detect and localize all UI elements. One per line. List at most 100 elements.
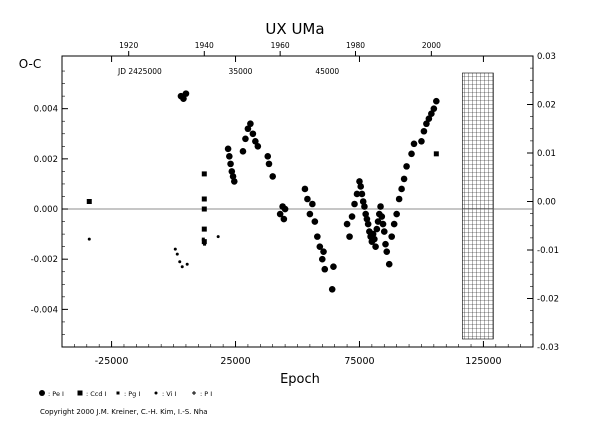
year-tick-label: 2000	[422, 41, 441, 50]
data-point	[418, 137, 425, 145]
data-point	[244, 125, 252, 133]
data-point	[380, 228, 388, 235]
y-tick-label-left: -0.004	[31, 305, 58, 315]
data-point	[328, 286, 336, 293]
data-point	[269, 173, 277, 180]
data-point	[428, 110, 435, 117]
data-point	[201, 239, 207, 245]
data-point	[430, 105, 438, 112]
jd-tick-label: 35000	[229, 67, 253, 76]
data-point	[400, 175, 408, 183]
y-tick-label-right: -0.01	[537, 246, 559, 256]
data-point	[346, 233, 353, 240]
data-point	[229, 173, 237, 180]
x-tick-label: -25000	[95, 356, 129, 367]
data-point	[403, 163, 410, 170]
legend-marker	[77, 390, 83, 396]
data-point	[216, 235, 220, 239]
data-point	[353, 190, 361, 198]
data-point	[359, 198, 367, 205]
data-point	[408, 150, 415, 158]
data-point	[420, 127, 428, 135]
data-point	[201, 196, 207, 202]
year-tick-label: 1940	[195, 41, 214, 50]
data-point	[180, 95, 187, 102]
data-point	[398, 185, 405, 193]
data-point	[364, 220, 372, 228]
data-point	[358, 190, 366, 198]
y-tick-label-left: -0.002	[31, 255, 58, 265]
x-axis-label: Epoch	[280, 372, 320, 387]
chart-title: UX UMa	[265, 20, 324, 38]
data-point	[265, 160, 273, 168]
data-point	[301, 185, 309, 193]
data-point	[180, 265, 184, 269]
data-point	[264, 153, 272, 160]
data-point	[185, 262, 189, 266]
data-point	[249, 130, 257, 138]
data-point	[388, 233, 396, 240]
data-point	[182, 90, 190, 97]
x-tick-label: 25000	[220, 356, 250, 367]
data-point	[330, 263, 337, 271]
data-point	[351, 200, 358, 208]
data-point	[304, 195, 311, 203]
year-tick-label: 1980	[346, 41, 365, 50]
data-point	[361, 203, 368, 210]
legend-label: : Pg I	[124, 390, 140, 398]
y-tick-label-right: -0.02	[537, 295, 559, 305]
y-tick-label-left: 0.004	[34, 105, 58, 115]
data-point	[175, 252, 179, 256]
data-point	[86, 199, 92, 204]
copyright: Copyright 2000 J.M. Kreiner, C.-H. Kim, …	[40, 408, 208, 416]
data-point	[318, 255, 326, 263]
legend-label: : Ccd I	[86, 390, 107, 398]
data-point	[173, 247, 177, 251]
data-point	[377, 203, 384, 210]
jd-tick-label: 45000	[315, 67, 339, 76]
data-point	[378, 213, 386, 220]
data-point	[309, 200, 316, 208]
data-point	[362, 210, 369, 218]
legend-label: : P I	[200, 390, 212, 398]
legend-marker	[154, 391, 158, 395]
data-point	[423, 120, 430, 128]
data-point	[230, 178, 238, 185]
data-point	[373, 225, 381, 233]
legend-marker	[39, 390, 45, 396]
y-tick-label-left: 0.002	[34, 155, 58, 165]
data-point	[410, 140, 418, 148]
data-point	[281, 205, 289, 213]
x-tick-label: 75000	[344, 356, 374, 367]
data-point	[242, 135, 249, 143]
data-point	[320, 248, 327, 255]
data-point	[379, 220, 387, 228]
data-point	[357, 183, 365, 190]
data-point	[280, 215, 288, 223]
data-point	[356, 178, 363, 185]
x-tick-label: 125000	[465, 356, 501, 367]
data-point	[363, 215, 371, 223]
y-tick-label-right: 0.02	[537, 101, 556, 111]
y-tick-label-right: 0.00	[537, 198, 556, 208]
data-point	[276, 210, 284, 218]
shaded-region	[462, 72, 494, 340]
data-point	[343, 220, 351, 228]
data-point	[306, 210, 314, 218]
data-point	[374, 218, 382, 225]
data-point	[239, 148, 247, 155]
y-axis-label: O-C	[19, 57, 42, 71]
data-point	[383, 248, 391, 255]
data-point	[201, 206, 207, 212]
legend-label: : Pe I	[48, 390, 64, 398]
data-point	[433, 151, 439, 157]
data-point	[390, 220, 398, 228]
data-point	[316, 243, 324, 250]
data-point	[385, 260, 393, 268]
data-point	[247, 120, 254, 128]
data-point	[425, 115, 433, 123]
data-point	[202, 227, 207, 232]
data-point	[382, 240, 389, 248]
data-point	[314, 233, 321, 240]
